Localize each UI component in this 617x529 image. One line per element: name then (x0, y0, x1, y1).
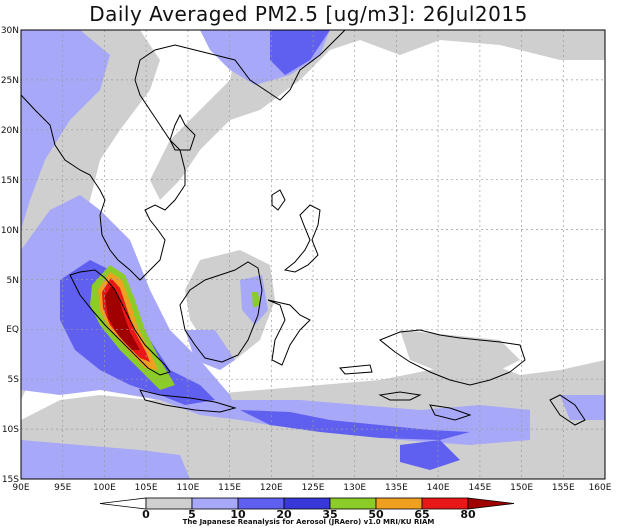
map-title: Daily Averaged PM2.5 [ug/m3]: 26Jul2015 (89, 2, 528, 26)
x-axis: 90E 95E 100E 105E 110E 115E 120E 125E 13… (12, 483, 611, 493)
x-tick-label: 155E (552, 483, 575, 493)
shade-35-50 (252, 292, 260, 308)
colorbar: 0 5 10 20 35 50 65 80 (99, 497, 515, 521)
x-tick-label: 100E (93, 483, 116, 493)
x-tick-label: 120E (260, 483, 283, 493)
y-tick-label: 15N (1, 176, 19, 186)
x-tick-label: 160E (589, 483, 612, 493)
colorbar-box (145, 497, 193, 510)
x-tick-label: 115E (218, 483, 241, 493)
y-tick-label: 30N (1, 26, 19, 36)
x-tick-label: 135E (385, 483, 408, 493)
gridlines (21, 30, 605, 479)
x-tick-label: 140E (427, 483, 450, 493)
x-tick-label: 125E (302, 483, 325, 493)
y-tick-label: 10N (1, 226, 19, 236)
colorbar-label: 5 (188, 508, 196, 521)
x-tick-label: 145E (468, 483, 491, 493)
y-tick-label: 10S (2, 425, 19, 435)
shade-10-20 (185, 330, 235, 370)
coastlines (21, 30, 586, 426)
y-tick-label: 15S (2, 475, 19, 485)
shade-10-20 (21, 440, 190, 479)
x-tick-label: 90E (12, 483, 29, 493)
colorbar-label: 80 (460, 508, 476, 521)
y-tick-label: 20N (1, 126, 19, 136)
shade-above-80 (105, 285, 140, 350)
shade-20-35 (400, 440, 460, 470)
colorbar-label: 65 (414, 508, 429, 521)
y-tick-label: 5N (7, 276, 19, 286)
x-tick-label: 95E (54, 483, 71, 493)
colorbar-label: 10 (230, 508, 246, 521)
y-tick-label: EQ (6, 325, 19, 335)
y-tick-label: 25N (1, 76, 19, 86)
x-tick-label: 150E (510, 483, 533, 493)
colorbar-label: 20 (276, 508, 292, 521)
colorbar-label: 0 (142, 508, 150, 521)
shade-20-35 (270, 30, 330, 75)
credit-text: The Japanese Reanalysis for Aerosol (JRA… (182, 518, 435, 526)
x-tick-label: 105E (135, 483, 158, 493)
y-axis: 30N 25N 20N 15N 10N 5N EQ 5S 10S 15S (1, 26, 19, 485)
y-tick-label: 5S (8, 375, 20, 385)
x-tick-label: 110E (176, 483, 199, 493)
colorbar-arrow-high (467, 497, 515, 510)
colorbar-label: 35 (322, 508, 337, 521)
x-tick-label: 130E (343, 483, 366, 493)
colorbar-arrow-low (99, 497, 147, 510)
colorbar-label: 50 (368, 508, 384, 521)
shade-10-20 (560, 395, 605, 420)
concentration-field (21, 30, 605, 479)
plot-frame (20, 29, 606, 480)
